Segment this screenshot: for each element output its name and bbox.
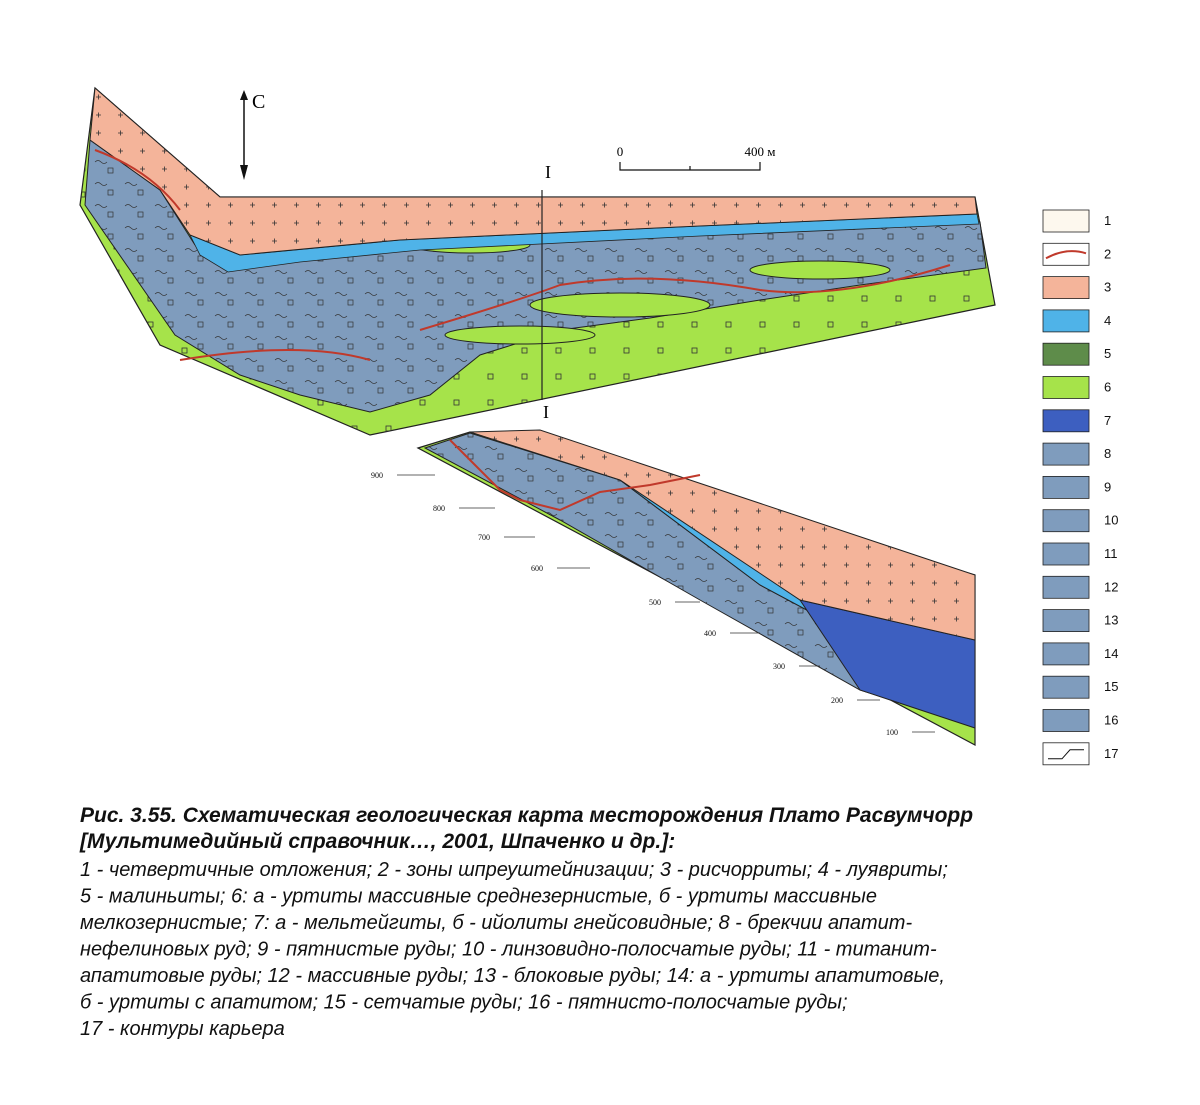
caption-line: нефелиновых руд; 9 - пятнистые руды; 10 … xyxy=(80,939,937,961)
section-mark: I xyxy=(543,402,549,422)
urtite-lens xyxy=(529,292,711,318)
legend-label: 1 xyxy=(1104,213,1111,228)
legend-label: 8 xyxy=(1104,446,1111,461)
legend-swatch xyxy=(1042,675,1090,699)
elevation-marks: 900 800 700 600 500 400 300 200 100 xyxy=(371,471,935,737)
legend-label: 5 xyxy=(1104,346,1111,361)
elevation-label: 200 xyxy=(831,696,843,705)
elevation-label: 400 xyxy=(704,629,716,638)
legend-label: 2 xyxy=(1104,246,1111,261)
caption-title: [Мультимедийный справочник…, 2001, Шпаче… xyxy=(79,830,675,853)
legend-swatch-line xyxy=(1045,250,1087,260)
elevation-label: 300 xyxy=(773,662,785,671)
section-mark: I xyxy=(545,162,551,182)
legend-swatch xyxy=(1042,342,1090,366)
elevation-label: 500 xyxy=(649,598,661,607)
rischorrite-pattern xyxy=(90,88,977,255)
legend-label: 17 xyxy=(1104,746,1118,761)
north-arrow-head xyxy=(240,90,248,180)
legend-label: 3 xyxy=(1104,280,1111,295)
urtite-lens xyxy=(444,325,596,345)
legend-label: 15 xyxy=(1104,679,1118,694)
caption: Рис. 3.55. Схематическая геологическая к… xyxy=(79,804,973,1040)
cross-section: 900 800 700 600 500 400 300 200 100 xyxy=(371,429,976,746)
plan-map: I I С 0 400 м xyxy=(79,86,996,436)
caption-line: б - уртиты с апатитом; 15 - сетчатые руд… xyxy=(80,992,848,1014)
legend-label: 10 xyxy=(1104,513,1118,528)
caption-line: 17 - контуры карьера xyxy=(80,1018,285,1040)
legend-label: 13 xyxy=(1104,613,1118,628)
legend-swatch xyxy=(1042,209,1090,233)
scale-bar xyxy=(619,162,761,171)
legend-swatch xyxy=(1042,709,1090,732)
legend-label: 9 xyxy=(1104,479,1111,494)
quarry-contour xyxy=(449,439,701,512)
legend-swatch xyxy=(1042,609,1090,632)
north-label: С xyxy=(252,91,265,113)
elevation-label: 800 xyxy=(433,504,445,513)
ore-pattern xyxy=(85,140,986,412)
legend-label: 12 xyxy=(1104,579,1118,594)
legend-swatch xyxy=(1042,309,1090,333)
legend-swatch xyxy=(1042,642,1090,666)
scale-end: 400 м xyxy=(745,144,776,159)
elevation-label: 100 xyxy=(886,728,898,737)
legend-swatch-line xyxy=(1048,749,1084,760)
legend-label: 6 xyxy=(1104,380,1111,395)
caption-line: апатитовые руды; 12 - массивные руды; 13… xyxy=(80,965,945,987)
legend-swatch xyxy=(1042,475,1090,499)
legend-swatch xyxy=(1042,376,1090,399)
legend-label: 4 xyxy=(1104,313,1111,328)
shpreushteinization-zone xyxy=(94,149,951,361)
legend-label: 16 xyxy=(1104,713,1118,728)
legend-swatch xyxy=(1042,509,1090,533)
urtite-lens xyxy=(749,260,891,280)
elevation-label: 700 xyxy=(478,533,490,542)
scale-start: 0 xyxy=(617,144,624,159)
legend-swatch xyxy=(1042,542,1090,566)
section-rischorrite-pattern xyxy=(470,430,975,640)
caption-title: Рис. 3.55. Схематическая геологическая к… xyxy=(80,804,973,827)
legend-label: 11 xyxy=(1104,546,1118,561)
legend-swatch xyxy=(1042,242,1090,266)
legend-swatch xyxy=(1042,575,1090,599)
caption-line: мелкозернистые; 7: а - мельтейгиты, б - … xyxy=(80,912,912,934)
elevation-label: 600 xyxy=(531,564,543,573)
legend-swatch xyxy=(1042,442,1090,466)
elevation-label: 900 xyxy=(371,471,383,480)
caption-line: 5 - малиньиты; 6: а - уртиты массивные с… xyxy=(80,886,877,908)
legend-swatch xyxy=(1042,276,1090,300)
legend-label: 14 xyxy=(1104,646,1118,661)
legend-label: 7 xyxy=(1104,413,1111,428)
caption-line: 1 - четвертичные отложения; 2 - зоны шпр… xyxy=(80,859,948,881)
legend-swatch xyxy=(1042,409,1090,433)
